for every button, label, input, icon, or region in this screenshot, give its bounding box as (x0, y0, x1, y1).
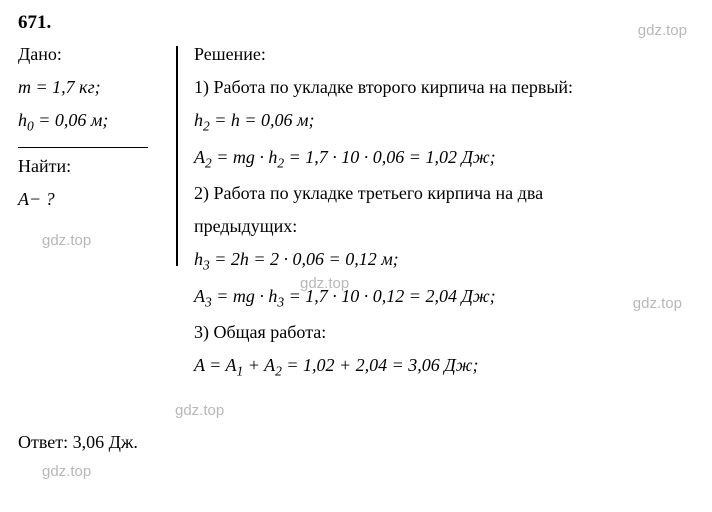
step3-work: A = A1 + A2 = 1,02 + 2,04 = 3,06 Дж; (194, 355, 694, 380)
solution-section: Решение: 1) Работа по укладке второго ки… (176, 44, 694, 392)
watermark-3: gdz.top (300, 275, 349, 292)
find-header: Найти: (18, 156, 164, 177)
content-area: Дано: m = 1,7 кг; h0 = 0,06 м; Найти: A−… (18, 44, 694, 392)
given-header: Дано: (18, 44, 164, 65)
answer: Ответ: 3,06 Дж. (18, 432, 694, 453)
given-mass: m = 1,7 кг; (18, 77, 164, 98)
step1-text: 1) Работа по укладке второго кирпича на … (194, 77, 694, 98)
watermark-5: gdz.top (175, 402, 224, 419)
divider-line (176, 46, 178, 266)
step2-height: h3 = 2h = 2 · 0,06 = 0,12 м; (194, 249, 694, 274)
step1-height: h2 = h = 0,06 м; (194, 110, 694, 135)
solution-header: Решение: (194, 44, 694, 65)
watermark-1: gdz.top (638, 22, 687, 39)
problem-number: 671. (18, 12, 694, 34)
step2-work: A3 = mg · h3 = 1,7 · 10 · 0,12 = 2,04 Дж… (194, 286, 694, 311)
given-height: h0 = 0,06 м; (18, 110, 164, 135)
step2-text2: предыдущих: (194, 216, 694, 237)
step2-text: 2) Работа по укладке третьего кирпича на… (194, 183, 694, 204)
step1-work: A2 = mg · h2 = 1,7 · 10 · 0,06 = 1,02 Дж… (194, 147, 694, 172)
watermark-6: gdz.top (42, 463, 91, 480)
given-divider (18, 147, 148, 148)
find-variable: A− ? (18, 189, 164, 210)
given-section: Дано: m = 1,7 кг; h0 = 0,06 м; Найти: A−… (18, 44, 176, 392)
step3-text: 3) Общая работа: (194, 322, 694, 343)
watermark-2: gdz.top (42, 232, 91, 249)
watermark-4: gdz.top (633, 295, 682, 312)
